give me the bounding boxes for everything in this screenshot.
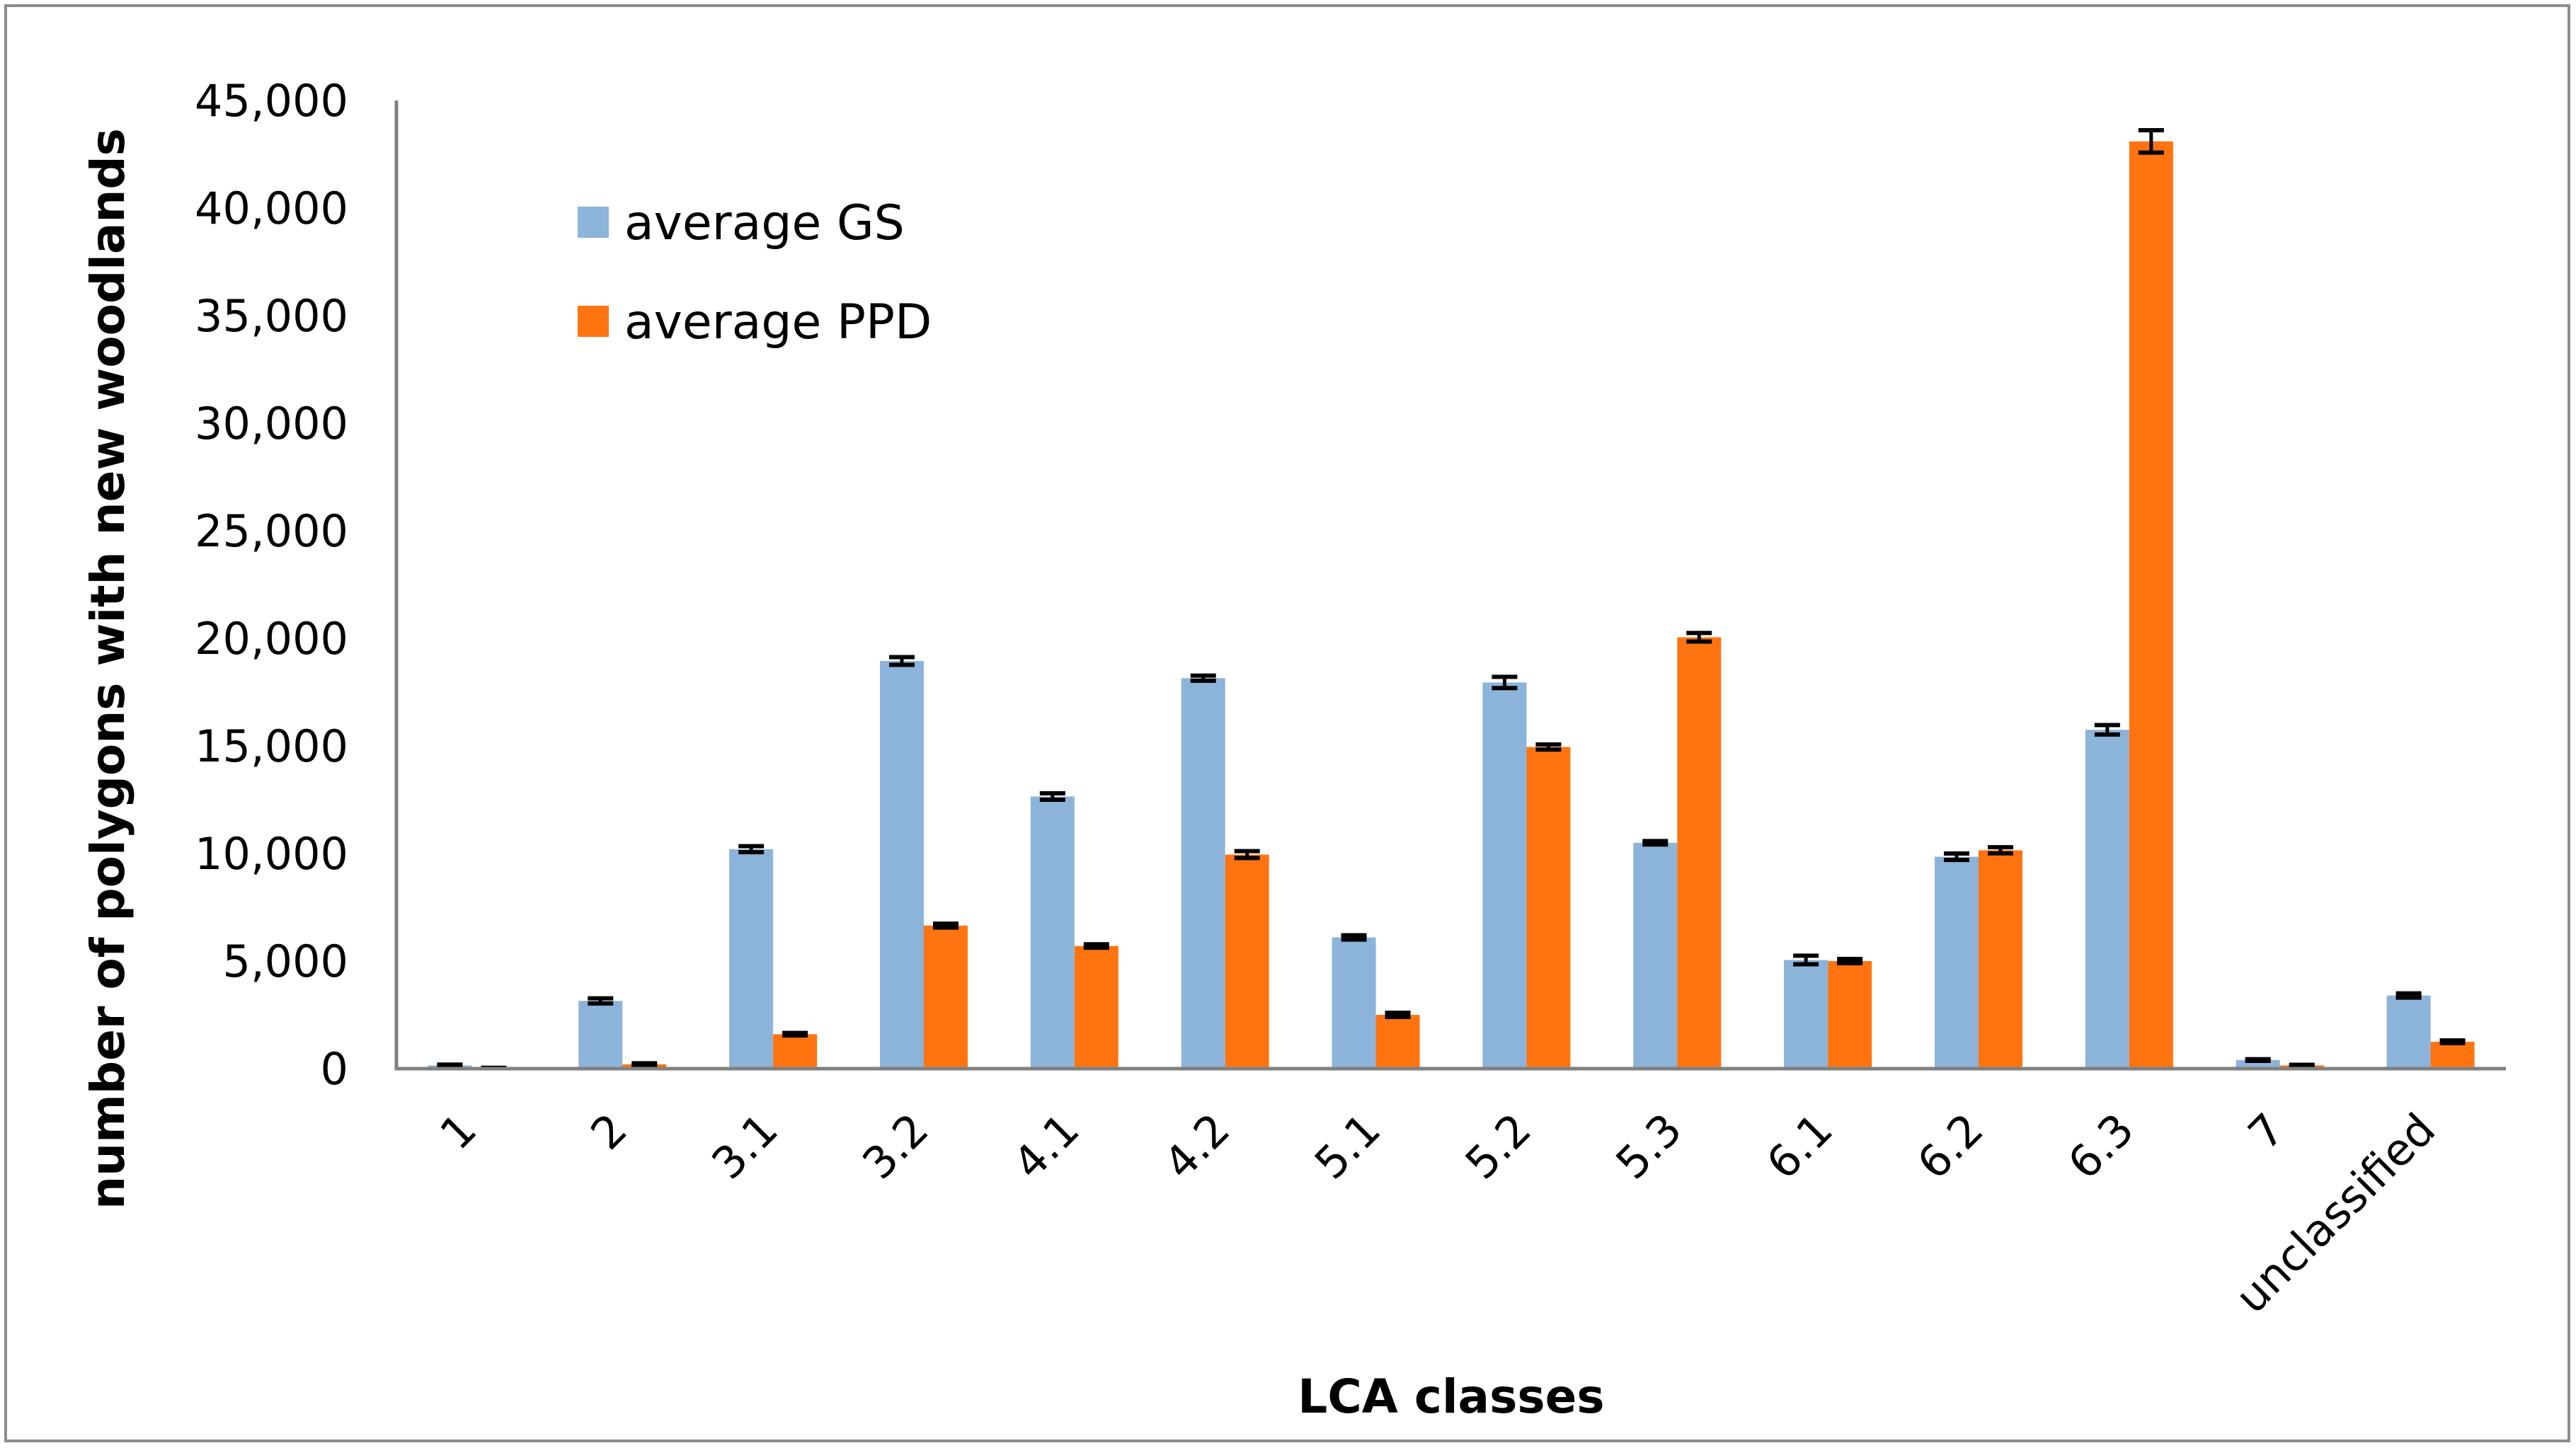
bar-average-ppd-3-2 bbox=[924, 925, 968, 1069]
x-tick-label-3-2: 3.2 bbox=[852, 1103, 938, 1189]
x-tick-label-5-1: 5.1 bbox=[1305, 1103, 1390, 1189]
error-bar-average-gs-6-3 bbox=[2094, 723, 2120, 737]
error-bar-average-gs-6-2 bbox=[1944, 851, 1969, 863]
bar-average-gs-5-2 bbox=[1482, 682, 1527, 1069]
error-bar-average-gs-unclassified bbox=[2395, 991, 2422, 1000]
error-bar-average-ppd-3-2 bbox=[933, 921, 958, 930]
legend: average GS average PPD bbox=[578, 195, 932, 350]
error-bar-average-gs-5-3 bbox=[1642, 839, 1668, 847]
error-bar-average-ppd-5-2 bbox=[1535, 742, 1562, 752]
error-bar-average-ppd-6-3 bbox=[2138, 127, 2164, 155]
bars-layer bbox=[428, 141, 2475, 1069]
y-tick-label: 10,000 bbox=[195, 828, 348, 880]
x-tick-label-2: 2 bbox=[580, 1103, 637, 1160]
error-bar-average-ppd-5-1 bbox=[1385, 1010, 1411, 1020]
error-bar-average-gs-6-1 bbox=[1793, 953, 1819, 967]
error-bar-average-gs-4-1 bbox=[1039, 791, 1065, 802]
error-bar-average-ppd-5-3 bbox=[1686, 631, 1712, 644]
x-tick-label-1: 1 bbox=[430, 1103, 487, 1160]
bar-average-ppd-4-2 bbox=[1225, 854, 1269, 1069]
y-tick-label: 25,000 bbox=[195, 505, 348, 557]
error-bar-average-gs-7 bbox=[2245, 1057, 2271, 1064]
x-axis-title: LCA classes bbox=[1298, 1369, 1604, 1424]
bar-average-ppd-4-1 bbox=[1074, 946, 1118, 1069]
bar-average-gs-6-1 bbox=[1784, 960, 1828, 1069]
bar-average-gs-4-2 bbox=[1181, 678, 1225, 1069]
y-tick-label: 35,000 bbox=[195, 290, 348, 342]
error-bar-average-gs-3-1 bbox=[738, 844, 765, 855]
error-bar-average-ppd-2 bbox=[631, 1061, 658, 1068]
bar-average-ppd-5-3 bbox=[1677, 637, 1722, 1069]
y-tick-label: 15,000 bbox=[195, 720, 348, 772]
error-bar-average-ppd-4-2 bbox=[1234, 849, 1260, 861]
bar-average-gs-3-1 bbox=[729, 849, 774, 1069]
x-tick-label-6-3: 6.3 bbox=[2058, 1103, 2143, 1189]
error-bar-average-ppd-3-1 bbox=[782, 1030, 808, 1038]
error-bar-average-ppd-unclassified bbox=[2439, 1038, 2466, 1045]
bar-average-gs-3-2 bbox=[880, 660, 924, 1069]
x-tick-label-3-1: 3.1 bbox=[702, 1103, 787, 1189]
legend-swatch-average-ppd bbox=[578, 306, 609, 337]
x-tick-label-4-1: 4.1 bbox=[1003, 1103, 1089, 1189]
legend-label-average-gs: average GS bbox=[624, 195, 905, 251]
bar-average-gs-unclassified bbox=[2386, 995, 2431, 1069]
bar-average-ppd-6-2 bbox=[1979, 850, 2022, 1069]
bar-average-ppd-unclassified bbox=[2430, 1042, 2475, 1069]
x-tick-label-6-1: 6.1 bbox=[1756, 1103, 1842, 1189]
error-bar-average-gs-5-2 bbox=[1492, 674, 1518, 691]
bar-average-ppd-6-3 bbox=[2129, 141, 2173, 1069]
bar-average-gs-6-2 bbox=[1935, 856, 1979, 1069]
y-tick-label: 0 bbox=[321, 1043, 348, 1095]
error-bar-average-gs-5-1 bbox=[1341, 933, 1367, 942]
y-tick-label: 5,000 bbox=[223, 936, 349, 987]
y-tick-label: 20,000 bbox=[195, 613, 348, 665]
y-tick-label: 30,000 bbox=[195, 398, 348, 449]
x-tick-label-7: 7 bbox=[2238, 1103, 2295, 1160]
bar-average-gs-6-3 bbox=[2085, 730, 2129, 1069]
bar-average-gs-5-1 bbox=[1332, 937, 1376, 1069]
bar-average-gs-5-3 bbox=[1633, 842, 1678, 1069]
x-tick-labels: 1 2 3.1 3.2 4.1 4.2 5.1 5.2 5.3 6.1 6.2 6.3 7unclass… bbox=[430, 1103, 2446, 1323]
bar-average-gs-4-1 bbox=[1030, 796, 1075, 1069]
x-tick-label-5-2: 5.2 bbox=[1455, 1103, 1541, 1189]
error-bar-average-gs-3-2 bbox=[889, 655, 915, 667]
x-tick-label-5-3: 5.3 bbox=[1606, 1103, 1692, 1189]
legend-swatch-average-gs bbox=[578, 207, 609, 238]
y-axis-title: number of polygons with new woodlands bbox=[81, 128, 135, 1209]
error-bar-average-ppd-4-1 bbox=[1083, 942, 1109, 950]
x-tick-label-4-2: 4.2 bbox=[1154, 1103, 1240, 1189]
bar-average-ppd-5-2 bbox=[1526, 747, 1571, 1069]
error-bar-average-gs-1 bbox=[437, 1062, 463, 1069]
y-tick-labels: 0 5,000 10,000 15,000 20,000 25,000 30,000 35,0… bbox=[195, 75, 348, 1095]
bar-average-ppd-5-1 bbox=[1375, 1015, 1420, 1069]
y-tick-label: 40,000 bbox=[195, 183, 348, 234]
error-bar-average-ppd-6-2 bbox=[1988, 845, 2013, 856]
error-bar-average-ppd-6-1 bbox=[1837, 956, 1863, 966]
x-tick-label-6-2: 6.2 bbox=[1907, 1103, 1993, 1189]
error-bar-average-ppd-7 bbox=[2289, 1062, 2315, 1069]
legend-label-average-ppd: average PPD bbox=[624, 294, 932, 350]
y-tick-label: 45,000 bbox=[195, 75, 348, 127]
error-bar-average-gs-4-2 bbox=[1190, 673, 1216, 683]
error-bar-average-gs-2 bbox=[588, 996, 614, 1006]
bar-average-gs-2 bbox=[578, 1001, 623, 1069]
axes-layer bbox=[394, 100, 2506, 1071]
bar-average-ppd-3-1 bbox=[773, 1034, 818, 1069]
bar-average-ppd-6-1 bbox=[1828, 961, 1872, 1069]
